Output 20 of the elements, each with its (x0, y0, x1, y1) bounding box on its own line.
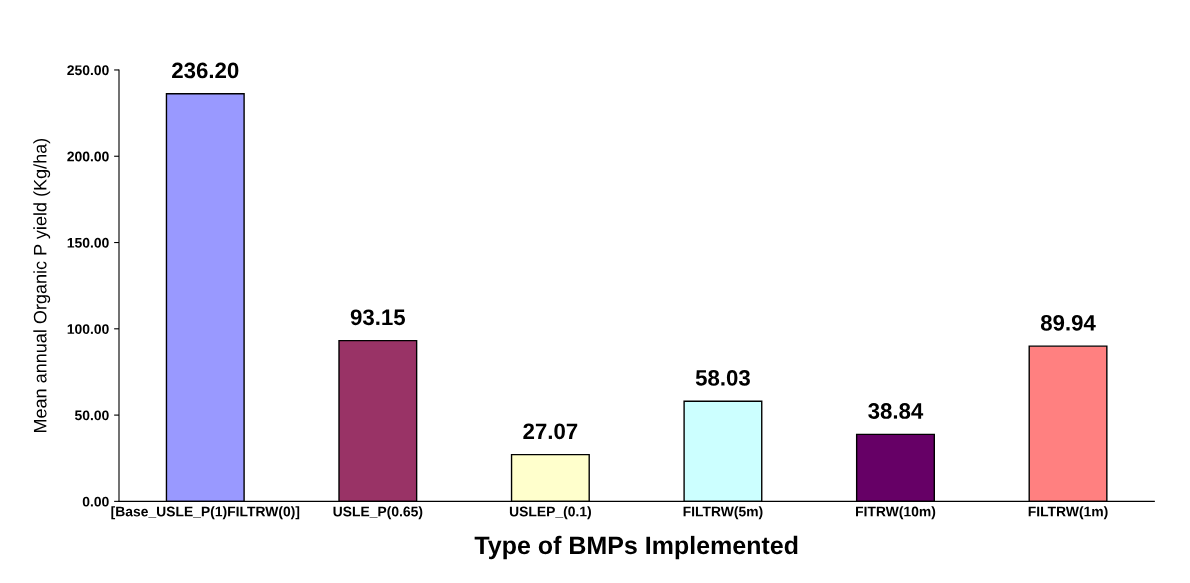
data-label: 89.94 (1040, 314, 1096, 331)
x-tick-label: FILTRW(1m) (1028, 506, 1108, 520)
x-axis-title: Type of BMPs Implemented (474, 535, 798, 560)
y-tick-label: 0.00 (82, 496, 109, 507)
data-label: 38.84 (868, 403, 924, 419)
y-tick-label: 250.00 (67, 65, 109, 76)
x-tick-label: FITRW(10m) (856, 506, 936, 520)
y-tick-label: 150.00 (67, 237, 109, 248)
data-label: 93.15 (350, 309, 406, 326)
x-tick-label: USLEP_(0.1) (509, 506, 591, 520)
y-axis-title: Mean annual Organic P yield (Kg/ha) (33, 138, 51, 433)
data-label: 58.03 (695, 370, 750, 386)
data-label: 236.20 (172, 62, 239, 79)
x-tick-label: [Base_USLE_P(1)FILTRW(0)] (111, 506, 300, 520)
x-tick-label: FILTRW(5m) (683, 506, 763, 520)
data-label: 27.07 (523, 423, 578, 440)
x-tick-label: USLE_P(0.65) (333, 506, 423, 520)
y-tick-label: 100.00 (67, 324, 109, 334)
y-tick-label: 50.00 (74, 410, 109, 421)
y-tick-label: 200.00 (67, 151, 109, 162)
